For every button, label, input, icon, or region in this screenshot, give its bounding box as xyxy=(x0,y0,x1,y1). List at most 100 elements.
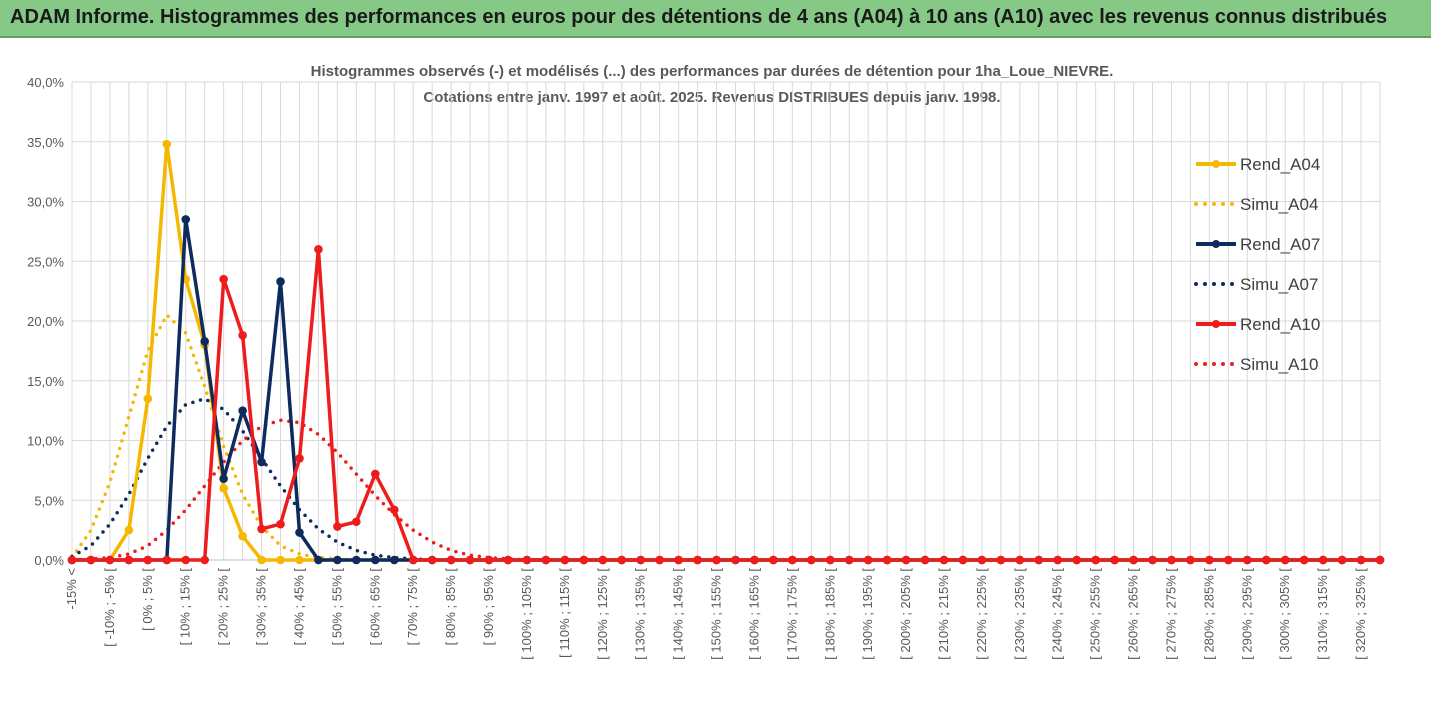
data-point-rend_a10 xyxy=(465,555,475,565)
data-point-rend_a10 xyxy=(333,522,342,531)
data-point-rend_a10 xyxy=(295,454,304,463)
data-point-rend_a10 xyxy=(1034,555,1044,565)
data-point-rend_a10 xyxy=(371,469,380,479)
data-point-rend_a10 xyxy=(1243,555,1252,565)
data-point-rend_a07 xyxy=(181,215,191,224)
legend-marker-rend_a07 xyxy=(1212,240,1220,248)
data-point-rend_a10 xyxy=(1091,555,1100,565)
y-tick-label: 15,0% xyxy=(27,374,64,389)
data-point-rend_a10 xyxy=(389,505,399,515)
series-line-rend_a10 xyxy=(72,247,1380,562)
x-tick-label: [ 270% ; 275% [ xyxy=(1163,568,1178,660)
data-point-rend_a04 xyxy=(276,555,285,565)
y-tick-label: 25,0% xyxy=(27,254,64,269)
data-point-rend_a10 xyxy=(124,555,134,565)
data-point-rend_a04 xyxy=(238,531,247,541)
data-point-rend_a10 xyxy=(750,555,759,565)
data-point-rend_a10 xyxy=(939,555,949,565)
data-point-rend_a10 xyxy=(314,245,323,254)
data-point-rend_a04 xyxy=(124,525,134,535)
x-tick-label: [ 170% ; 175% [ xyxy=(784,568,799,660)
x-tick-label: [ 50% ; 55% [ xyxy=(329,568,344,646)
data-point-rend_a10 xyxy=(1110,555,1119,565)
grid-layer xyxy=(71,81,1381,561)
report-title: ADAM Informe. Histogrammes des performan… xyxy=(10,6,1388,28)
x-tick-label: [ 310% ; 315% [ xyxy=(1315,568,1330,660)
data-point-rend_a10 xyxy=(200,555,209,565)
data-point-rend_a04 xyxy=(295,555,304,565)
data-point-rend_a10 xyxy=(105,555,115,565)
data-point-rend_a10 xyxy=(655,555,664,565)
x-tick-label: [ 280% ; 285% [ xyxy=(1201,568,1216,660)
legend-marker-rend_a10 xyxy=(1212,320,1220,328)
data-point-rend_a10 xyxy=(86,555,96,565)
data-point-rend_a04 xyxy=(257,555,266,565)
y-tick-label: 0,0% xyxy=(34,553,64,568)
data-point-rend_a07 xyxy=(276,277,285,286)
x-tick-label: [ 320% ; 325% [ xyxy=(1353,568,1368,660)
data-point-rend_a07 xyxy=(389,555,399,565)
x-tick-label: [ 220% ; 225% [ xyxy=(974,568,989,660)
data-point-rend_a07 xyxy=(333,555,342,565)
data-point-rend_a10 xyxy=(1015,555,1025,565)
data-point-rend_a10 xyxy=(541,555,551,565)
data-point-rend_a07 xyxy=(352,555,361,565)
data-point-rend_a10 xyxy=(219,274,228,284)
report-header: ADAM Informe. Histogrammes des performan… xyxy=(0,0,1431,38)
data-point-rend_a10 xyxy=(769,555,778,565)
data-point-rend_a10 xyxy=(825,555,835,565)
data-point-rend_a07 xyxy=(257,457,266,467)
x-tick-label: [ 260% ; 265% [ xyxy=(1126,568,1141,660)
data-point-rend_a10 xyxy=(693,555,702,565)
data-point-rend_a07 xyxy=(295,528,304,537)
x-tick-label: [ 100% ; 105% [ xyxy=(519,568,534,660)
data-point-rend_a10 xyxy=(636,555,645,565)
data-point-rend_a07 xyxy=(200,337,209,346)
x-tick-label: [ 110% ; 115% [ xyxy=(557,568,572,658)
x-tick-label: [ 150% ; 155% [ xyxy=(709,568,724,660)
data-point-rend_a10 xyxy=(143,555,153,565)
data-point-rend_a10 xyxy=(958,555,968,565)
x-tick-label: [ 210% ; 215% [ xyxy=(936,568,951,660)
data-point-rend_a10 xyxy=(503,555,513,565)
data-point-rend_a10 xyxy=(901,555,911,565)
data-point-rend_a10 xyxy=(1129,555,1138,565)
y-axis: 0,0% 5,0% 10,0% 15,0% 20,0% 25,0% 30,0% 35,0% 40… xyxy=(27,75,64,568)
data-point-rend_a10 xyxy=(788,555,797,565)
data-point-rend_a10 xyxy=(67,555,77,565)
data-point-rend_a10 xyxy=(1318,555,1328,565)
x-tick-label: [ 40% ; 45% [ xyxy=(291,568,306,646)
x-tick-label: [ 70% ; 75% [ xyxy=(405,568,420,646)
data-point-rend_a04 xyxy=(219,484,228,493)
y-tick-label: 5,0% xyxy=(34,493,64,508)
data-point-rend_a10 xyxy=(181,555,191,565)
data-point-rend_a10 xyxy=(446,555,456,565)
x-tick-label: [ 200% ; 205% [ xyxy=(898,568,913,660)
legend-label-simu_a04: Simu_A04 xyxy=(1240,195,1318,214)
data-point-rend_a10 xyxy=(1205,555,1214,565)
x-tick-label: -15% < xyxy=(64,568,79,610)
data-point-rend_a10 xyxy=(560,555,570,565)
data-point-rend_a10 xyxy=(617,555,627,565)
y-tick-label: 10,0% xyxy=(27,434,64,449)
performance-histogram-chart: Histogrammes observés (-) et modélisés (… xyxy=(0,38,1431,719)
data-point-rend_a10 xyxy=(882,555,892,565)
data-point-rend_a10 xyxy=(1280,555,1290,565)
data-point-rend_a10 xyxy=(807,555,816,565)
x-tick-label: [ 60% ; 65% [ xyxy=(367,568,382,646)
data-point-rend_a07 xyxy=(371,555,380,565)
x-tick-label: [ 250% ; 255% [ xyxy=(1088,568,1103,660)
y-tick-label: 30,0% xyxy=(27,195,64,210)
data-point-rend_a10 xyxy=(863,555,873,565)
legend-marker-rend_a04 xyxy=(1212,160,1220,168)
data-point-rend_a10 xyxy=(1224,555,1233,565)
x-tick-label: [ 140% ; 145% [ xyxy=(671,568,686,660)
data-point-rend_a10 xyxy=(522,555,532,565)
x-tick-label: [ 240% ; 245% [ xyxy=(1050,568,1065,660)
data-point-rend_a10 xyxy=(162,555,172,565)
data-point-rend_a10 xyxy=(427,555,437,565)
data-point-rend_a10 xyxy=(1337,555,1347,565)
legend-label-rend_a10: Rend_A10 xyxy=(1240,315,1320,334)
data-point-rend_a10 xyxy=(1299,555,1309,565)
data-point-rend_a10 xyxy=(1167,555,1176,565)
